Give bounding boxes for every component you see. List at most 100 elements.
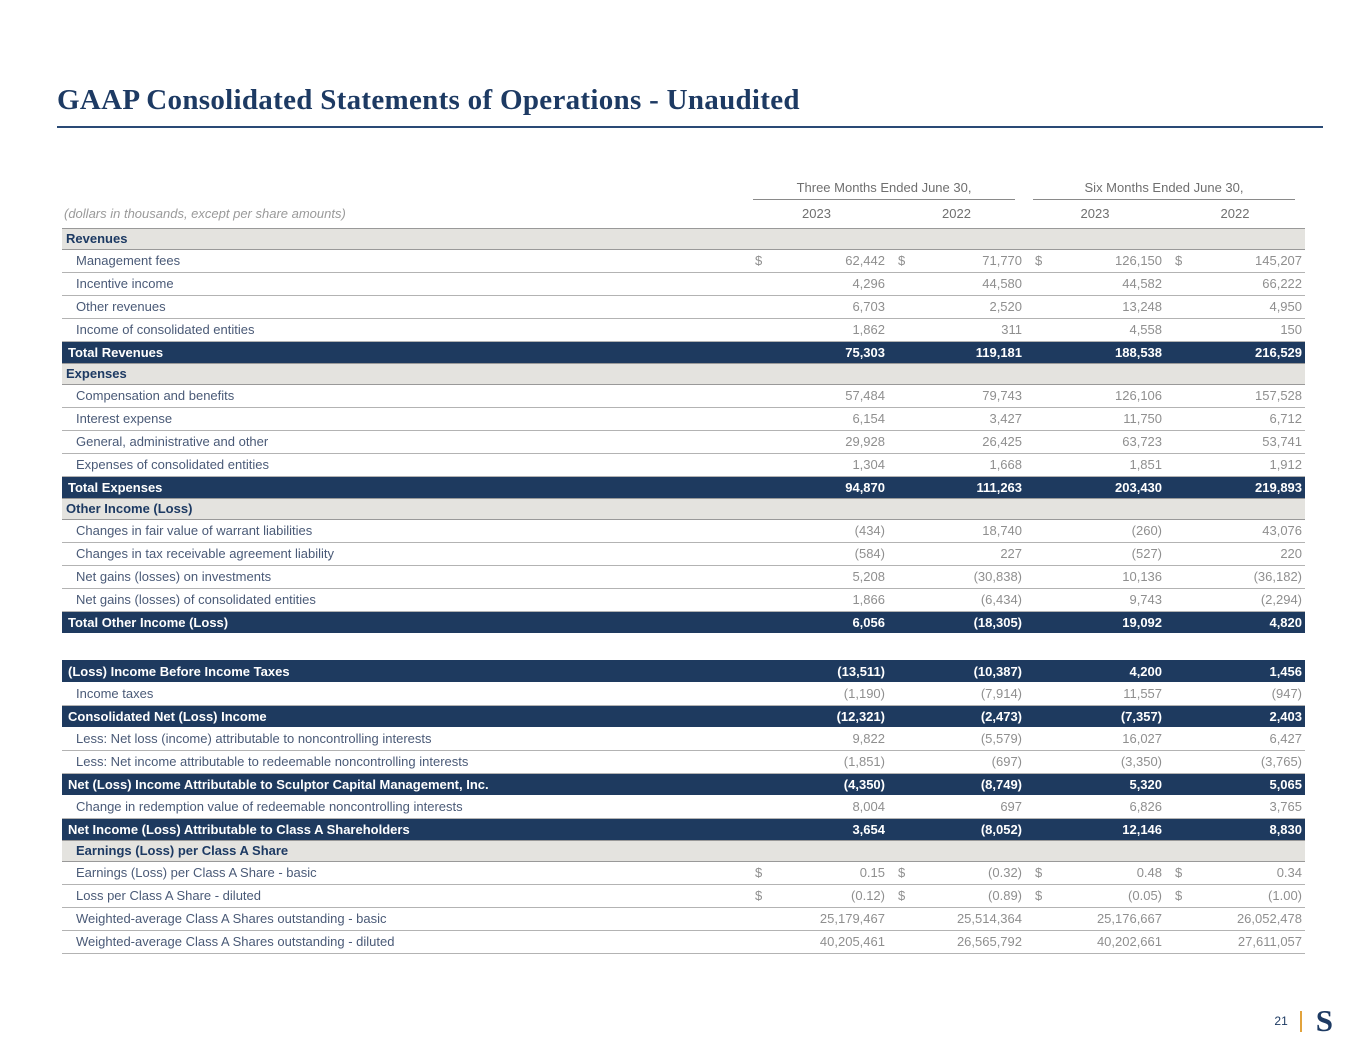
value-cell: (12,321) (745, 705, 888, 727)
cell-value: 0.15 (859, 865, 885, 880)
dollar-sign: $ (1035, 888, 1043, 903)
row-label: Weighted-average Class A Shares outstand… (62, 930, 745, 954)
table-row: Expenses of consolidated entities 1,304 1,… (62, 453, 1306, 477)
row-label: Income of consolidated entities (62, 318, 745, 342)
footer-divider-bar (1299, 1010, 1302, 1032)
value-cell: (36,182) (1165, 565, 1306, 589)
cell-value: 6,056 (852, 614, 885, 630)
value-cell: (30,838) (888, 565, 1026, 589)
cell-value: (7,357) (1120, 708, 1163, 724)
value-cell: 8,830 (1165, 818, 1306, 840)
cell-value: 63,723 (1122, 434, 1163, 449)
cell-value: (2,473) (980, 708, 1023, 724)
value-cell: 9,822 (745, 727, 888, 751)
cell-value: 9,822 (852, 730, 885, 746)
row-label: Changes in fair value of warrant liabili… (62, 519, 745, 543)
value-cell: 1,304 (745, 453, 888, 477)
cell-value: 11,750 (1123, 411, 1163, 426)
dollar-sign: $ (1035, 865, 1043, 880)
table-row: Weighted-average Class A Shares outstand… (62, 930, 1306, 954)
value-cell: 10,136 (1025, 565, 1166, 589)
slide-footer: 21 S (1274, 1003, 1333, 1039)
table-row: Income of consolidated entities 1,862 311 4… (62, 318, 1306, 342)
cell-value: 4,296 (852, 276, 885, 291)
cell-value: (434) (854, 523, 885, 538)
dollar-sign: $ (1035, 253, 1043, 268)
row-label: Earnings (Loss) per Class A Share (62, 839, 1306, 862)
cell-value: (5,579) (980, 730, 1023, 746)
value-cell: 6,712 (1165, 407, 1306, 431)
value-cell: 16,027 (1025, 727, 1166, 751)
value-cell: 19,092 (1025, 611, 1166, 633)
row-label: Incentive income (62, 272, 745, 296)
section-header-row: Revenues (62, 227, 1306, 250)
value-cell: 5,065 (1165, 773, 1306, 795)
cell-value: 4,950 (1269, 299, 1303, 314)
row-label: (Loss) Income Before Income Taxes (62, 660, 745, 682)
value-cell: 18,740 (888, 519, 1026, 543)
value-cell: 4,296 (745, 272, 888, 296)
cell-value: 13,248 (1122, 299, 1163, 314)
row-label: Loss per Class A Share - diluted (62, 884, 745, 908)
cell-value: 6,427 (1269, 730, 1303, 746)
table-row: Other revenues 6,703 2,520 13,248 4,950 (62, 295, 1306, 319)
row-label: Earnings (Loss) per Class A Share - basi… (62, 861, 745, 885)
value-cell: 40,202,661 (1025, 930, 1166, 954)
cell-value: 119,181 (975, 344, 1023, 360)
page-title: GAAP Consolidated Statements of Operatio… (57, 84, 800, 116)
value-cell: 29,928 (745, 430, 888, 454)
value-cell: 150 (1165, 318, 1306, 342)
cell-value: (4,350) (843, 776, 885, 792)
cell-value: (947) (1271, 685, 1303, 701)
row-label: Expenses (62, 362, 1306, 385)
sculptor-logo-icon: S (1315, 1003, 1333, 1039)
value-cell: 53,741 (1165, 430, 1306, 454)
table-row: Less: Net income attributable to redeema… (62, 750, 1306, 774)
cell-value: 16,027 (1122, 730, 1163, 746)
value-cell: 66,222 (1165, 272, 1306, 296)
cell-value: (697) (991, 754, 1023, 769)
table-row: Changes in tax receivable agreement liab… (62, 542, 1306, 566)
value-cell: 79,743 (888, 384, 1026, 408)
cell-value: 29,928 (845, 434, 885, 449)
table-row: Loss per Class A Share - diluted $ (0.12) $… (62, 884, 1306, 908)
table-row: Net gains (losses) on investments 5,208 (3… (62, 565, 1306, 589)
cell-value: 126,106 (1115, 388, 1163, 403)
dollar-sign: $ (898, 888, 906, 903)
total-row: Total Other Income (Loss) 6,056 (18,305) 19… (62, 611, 1306, 633)
cell-value: 5,208 (852, 569, 885, 584)
row-label: Other revenues (62, 295, 745, 319)
dollar-sign: $ (898, 253, 906, 268)
cell-value: 216,529 (1255, 344, 1303, 360)
cell-value: 26,052,478 (1236, 911, 1303, 926)
value-cell: 63,723 (1025, 430, 1166, 454)
value-cell: 11,750 (1025, 407, 1166, 431)
value-cell: 26,425 (888, 430, 1026, 454)
value-cell: $0.15 (745, 861, 888, 885)
row-label: Total Revenues (62, 341, 745, 363)
row-label: Less: Net loss (income) attributable to … (62, 727, 745, 751)
cell-value: 18,740 (982, 523, 1023, 538)
value-cell: 6,826 (1025, 795, 1166, 819)
cell-value: 5,065 (1269, 776, 1303, 792)
cell-value: (260) (1131, 523, 1163, 538)
column-group-six-months: Six Months Ended June 30, (1025, 176, 1305, 200)
cell-value: 5,320 (1129, 776, 1163, 792)
cell-value: 79,743 (982, 388, 1023, 403)
value-cell: 157,528 (1165, 384, 1306, 408)
column-group-header-row: Three Months Ended June 30, Six Months E… (62, 176, 1305, 200)
value-cell: 5,208 (745, 565, 888, 589)
value-cell: $0.34 (1165, 861, 1306, 885)
cell-value: 4,200 (1129, 663, 1163, 679)
row-label: Change in redemption value of redeemable… (62, 795, 745, 819)
dollar-sign: $ (1175, 888, 1183, 903)
value-cell: (4,350) (745, 773, 888, 795)
value-cell: $71,770 (888, 249, 1026, 273)
value-cell: (13,511) (745, 660, 888, 682)
cell-value: (527) (1131, 546, 1163, 561)
cell-value: 40,202,661 (1096, 934, 1163, 949)
dollar-sign: $ (1175, 253, 1183, 268)
cell-value: 4,820 (1269, 614, 1303, 630)
table-row: Net gains (losses) of consolidated entit… (62, 588, 1306, 612)
year-header: 2022 (942, 205, 971, 221)
